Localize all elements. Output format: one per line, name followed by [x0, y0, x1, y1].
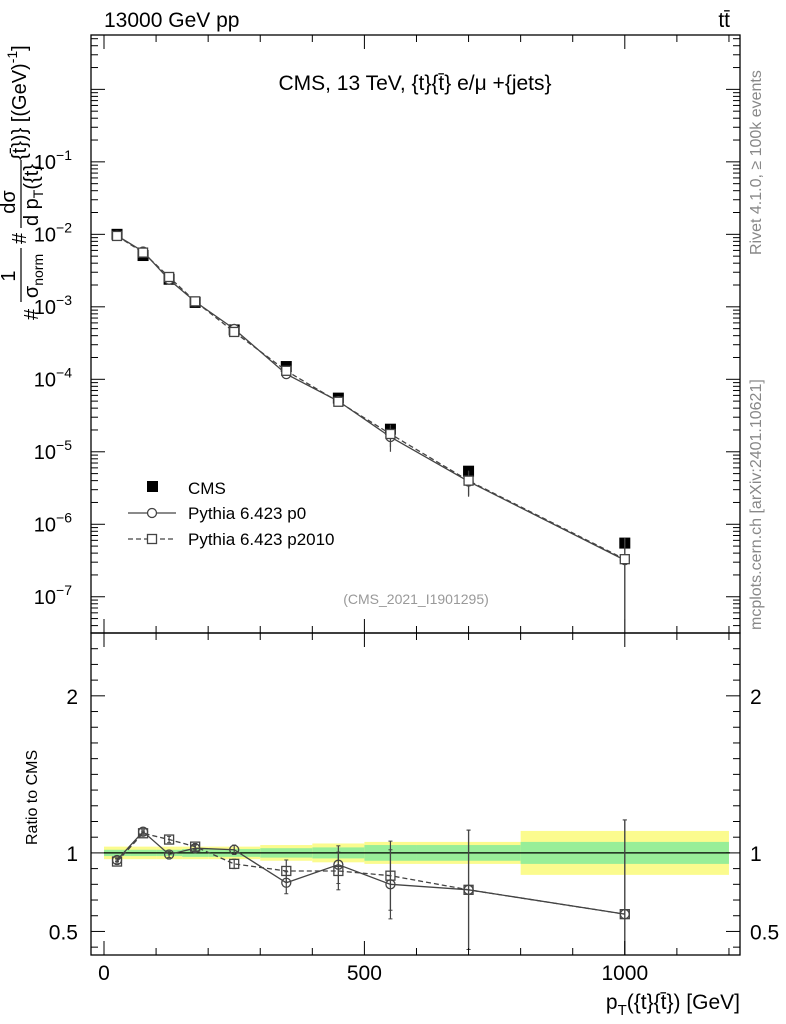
- ratio-p2010-line: [116, 832, 625, 915]
- svg-text:σnorm: σnorm: [21, 254, 46, 298]
- y-tick-label: 10−7: [34, 582, 72, 609]
- svg-text:{t̄})} [(GeV)-1]: {t̄})} [(GeV)-1]: [4, 45, 31, 160]
- p2010-point: [385, 428, 396, 440]
- y-tick-label: 10−6: [34, 509, 72, 536]
- ratio-frame: [90, 632, 741, 956]
- ratio-series: [111, 819, 630, 956]
- p2010-point: [189, 296, 201, 307]
- legend-marker-p2010: [146, 533, 158, 545]
- ratio-y-tick-label-left: 2: [66, 686, 78, 709]
- svg-text:#: #: [9, 232, 31, 244]
- legend-label-p2010: Pythia 6.423 p2010: [188, 530, 335, 549]
- main-axis-ticks: 10−1 10−2 10−3 10−4 10−5 10−6 10−7: [34, 35, 740, 633]
- y-tick-label: 10−5: [34, 437, 72, 464]
- legend: CMS Pythia 6.423 p0 Pythia 6.423 p2010: [128, 479, 335, 549]
- ratio-p2010-point: [333, 865, 344, 877]
- p2010-point: [281, 365, 292, 376]
- ratio-y-tick-label-right: 2: [750, 686, 762, 709]
- ratio-p0-point: [163, 849, 175, 860]
- svg-text:dσ: dσ: [0, 190, 20, 214]
- main-title: CMS, 13 TeV, {t}{t̄} e/μ +{jets}: [278, 72, 551, 95]
- ratio-p0-line: [116, 830, 625, 915]
- y-tick-label: 10−3: [34, 292, 72, 319]
- ratio-y-tick-label-left: 1: [66, 843, 78, 866]
- ratio-p2010-point: [619, 909, 630, 920]
- y-tick-label: 10−4: [34, 364, 72, 391]
- x-axis-label: pT({t}{t̄}) [GeV]: [606, 991, 740, 1019]
- main-y-axis-label: # σnorm 1 # dσ d pT({t} {t̄})} [(GeV)-1]: [0, 45, 46, 320]
- mcplots-label: mcplots.cern.ch [arXiv:2401.10621]: [748, 379, 765, 630]
- legend-label-p0: Pythia 6.423 p0: [188, 504, 306, 523]
- ratio-panel: 0.5 0.5 1 1 2 2 0 500 1000 Ratio to CMS pT({t}{t…: [24, 632, 779, 1019]
- ratio-p2010-point: [463, 884, 474, 895]
- ratio-axis-ticks: 0.5 0.5 1 1 2 2 0 500 1000: [49, 632, 779, 985]
- ratio-p2010-point: [229, 858, 240, 870]
- legend-label-cms: CMS: [188, 479, 226, 498]
- ratio-p0-point: [229, 844, 240, 855]
- ratio-y-tick-label-left: 0.5: [49, 921, 78, 944]
- p2010-point: [229, 326, 240, 338]
- energy-label: 13000 GeV pp: [104, 9, 239, 32]
- legend-marker-cms: [147, 481, 158, 492]
- p2010-point: [333, 396, 344, 407]
- ratio-p2010-point: [163, 834, 175, 845]
- y-tick-label: 10−2: [34, 219, 72, 246]
- ratio-y-tick-label-right: 0.5: [750, 921, 779, 944]
- p2010-point: [463, 475, 474, 486]
- p2010-line: [116, 235, 626, 560]
- y-tick-label: 10−1: [34, 147, 72, 174]
- ratio-y-axis-label: Ratio to CMS: [24, 750, 41, 845]
- ratio-p2010-point: [281, 865, 292, 877]
- svg-text:d pT({t}: d pT({t}: [21, 164, 46, 226]
- p2010-point: [163, 271, 175, 283]
- main-series: [111, 228, 631, 633]
- ratio-p2010-point: [189, 841, 201, 852]
- process-label: tt̄: [718, 9, 730, 32]
- ratio-p2010-point: [385, 870, 396, 881]
- x-tick-label: 500: [347, 962, 382, 985]
- analysis-id: (CMS_2021_I1901295): [343, 591, 489, 607]
- x-tick-label: 1000: [601, 962, 648, 985]
- svg-text:#: #: [21, 308, 43, 320]
- legend-marker-p0: [146, 507, 158, 519]
- ratio-p2010-point: [137, 828, 149, 839]
- main-panel: 10−1 10−2 10−3 10−4 10−5 10−6 10−7 CMS, 13 TeV…: [0, 34, 741, 634]
- p2010-point: [111, 230, 123, 242]
- ratio-y-tick-label-right: 1: [750, 843, 762, 866]
- x-tick-label: 0: [98, 962, 110, 985]
- ratio-p2010-point: [111, 856, 123, 867]
- rivet-label: Rivet 4.1.0, ≥ 100k events: [748, 70, 765, 255]
- p2010-point: [619, 554, 630, 565]
- p2010-point: [137, 247, 149, 258]
- svg-text:1: 1: [0, 270, 20, 281]
